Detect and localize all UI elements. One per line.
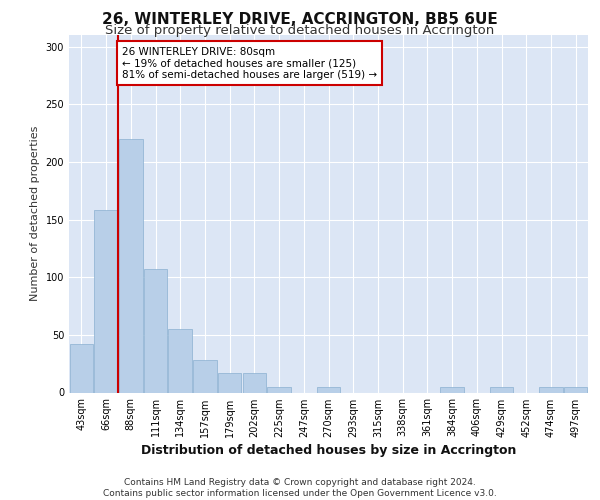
Bar xyxy=(268,386,291,392)
Bar xyxy=(193,360,217,392)
Y-axis label: Number of detached properties: Number of detached properties xyxy=(30,126,40,302)
Bar xyxy=(564,386,587,392)
X-axis label: Distribution of detached houses by size in Accrington: Distribution of detached houses by size … xyxy=(141,444,516,457)
Bar xyxy=(218,373,241,392)
Bar xyxy=(119,139,143,392)
Bar xyxy=(440,386,464,392)
Text: Size of property relative to detached houses in Accrington: Size of property relative to detached ho… xyxy=(106,24,494,37)
Bar xyxy=(169,329,192,392)
Bar xyxy=(94,210,118,392)
Text: 26 WINTERLEY DRIVE: 80sqm
← 19% of detached houses are smaller (125)
81% of semi: 26 WINTERLEY DRIVE: 80sqm ← 19% of detac… xyxy=(122,46,377,80)
Bar xyxy=(242,373,266,392)
Bar xyxy=(539,386,563,392)
Text: 26, WINTERLEY DRIVE, ACCRINGTON, BB5 6UE: 26, WINTERLEY DRIVE, ACCRINGTON, BB5 6UE xyxy=(102,12,498,28)
Bar xyxy=(70,344,93,393)
Bar xyxy=(144,269,167,392)
Text: Contains HM Land Registry data © Crown copyright and database right 2024.
Contai: Contains HM Land Registry data © Crown c… xyxy=(103,478,497,498)
Bar xyxy=(490,386,513,392)
Bar xyxy=(317,386,340,392)
